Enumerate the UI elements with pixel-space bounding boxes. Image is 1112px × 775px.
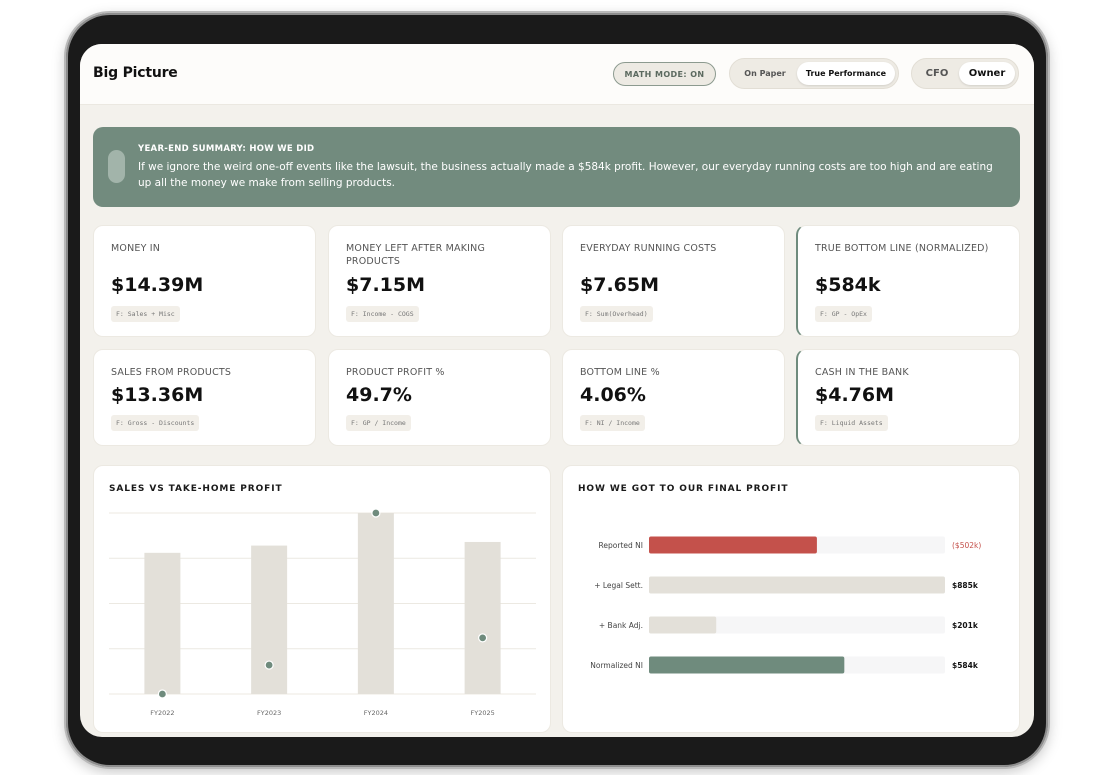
kpi-card-money-in[interactable]: MONEY IN $14.39M F: Sales + Misc	[93, 225, 316, 337]
kpi-formula: F: Income - COGS	[346, 306, 419, 322]
kpi-value: $14.39M	[111, 274, 204, 296]
profit-point	[371, 508, 381, 518]
kpi-formula: F: GP / Income	[346, 415, 411, 431]
panel-title: HOW WE GOT TO OUR FINAL PROFIT	[578, 484, 789, 494]
summary-banner: YEAR-END SUMMARY: HOW WE DID If we ignor…	[93, 127, 1020, 207]
bridge-bar	[649, 576, 945, 594]
banner-marker-icon	[108, 150, 125, 183]
kpi-formula: F: Gross - Discounts	[111, 415, 200, 431]
profit-bridge-chart: Reported NI ($502k) + Legal Sett. $885k + Ba…	[590, 536, 981, 674]
sales-bar	[464, 541, 501, 694]
profit-point	[264, 660, 274, 670]
summary-text: If we ignore the weird one-off events li…	[138, 161, 993, 189]
role-switch: CFO Owner	[911, 58, 1019, 89]
sales-bar	[144, 552, 181, 694]
kpi-label: PRODUCT PROFIT %	[346, 367, 445, 378]
kpi-card-bottom-line-pct[interactable]: BOTTOM LINE % 4.06% F: NI / Income	[562, 349, 785, 446]
role-option-cfo[interactable]: CFO	[925, 68, 949, 79]
kpi-value: $7.15M	[346, 274, 426, 296]
sales-profit-chart: FY2022 FY2023 FY2024 FY2025	[109, 508, 536, 717]
kpi-card-money-left[interactable]: MONEY LEFT AFTER MAKING PRODUCTS $7.15M …	[328, 225, 551, 337]
x-tick-label: FY2022	[150, 709, 174, 717]
sales-bar	[357, 513, 394, 694]
page-title: Big Picture	[93, 65, 178, 81]
profit-point	[478, 633, 488, 643]
bridge-value-label: ($502k)	[952, 541, 981, 550]
view-switch: On Paper True Performance	[729, 58, 899, 89]
bridge-category-label: + Bank Adj.	[599, 621, 643, 630]
kpi-label: MONEY IN	[111, 243, 161, 254]
top-bar: Big Picture MATH MODE: ON On Paper True …	[80, 44, 1034, 105]
bridge-track	[649, 616, 945, 634]
bridge-category-label: + Legal Sett.	[594, 581, 643, 590]
x-tick-label: FY2024	[364, 709, 388, 717]
app-screen: Big Picture MATH MODE: ON On Paper True …	[80, 44, 1034, 737]
view-option-on-paper[interactable]: On Paper	[744, 69, 786, 78]
kpi-value: $13.36M	[111, 384, 204, 406]
kpi-card-sales-from-products[interactable]: SALES FROM PRODUCTS $13.36M F: Gross - D…	[93, 349, 316, 446]
kpi-card-true-bottom-line[interactable]: TRUE BOTTOM LINE (NORMALIZED) $584k F: G…	[796, 225, 1020, 337]
kpi-label: SALES FROM PRODUCTS	[111, 367, 232, 378]
kpi-card-product-profit[interactable]: PRODUCT PROFIT % 49.7% F: GP / Income	[328, 349, 551, 446]
kpi-value: $4.76M	[815, 384, 895, 406]
kpi-formula: F: NI / Income	[580, 415, 645, 431]
bridge-bar	[649, 616, 717, 634]
kpi-value: 4.06%	[580, 384, 646, 406]
bridge-value-label: $885k	[952, 581, 979, 590]
role-option-owner[interactable]: Owner	[959, 62, 1015, 85]
kpi-label: TRUE BOTTOM LINE (NORMALIZED)	[815, 243, 989, 254]
bridge-bar	[649, 536, 817, 554]
kpi-formula: F: GP - OpEx	[815, 306, 872, 322]
profit-point	[157, 689, 167, 699]
profit-bridge-panel: HOW WE GOT TO OUR FINAL PROFIT Reported …	[562, 465, 1020, 733]
x-tick-label: FY2025	[470, 709, 494, 717]
bridge-value-label: $584k	[952, 661, 979, 670]
kpi-label: CASH IN THE BANK	[815, 367, 909, 378]
view-option-true-performance[interactable]: True Performance	[797, 62, 895, 85]
bridge-category-label: Normalized NI	[590, 661, 643, 670]
bridge-category-label: Reported NI	[599, 541, 643, 550]
kpi-formula: F: Liquid Assets	[815, 415, 888, 431]
sales-bar	[251, 545, 288, 694]
x-tick-label: FY2023	[257, 709, 281, 717]
kpi-formula: F: Sum(Overhead)	[580, 306, 653, 322]
kpi-formula: F: Sales + Misc	[111, 306, 180, 322]
summary-title: YEAR-END SUMMARY: HOW WE DID	[138, 144, 315, 154]
bridge-bar	[649, 656, 845, 674]
panel-title: SALES VS TAKE-HOME PROFIT	[109, 484, 283, 494]
kpi-value: 49.7%	[346, 384, 412, 406]
kpi-card-running-costs[interactable]: EVERYDAY RUNNING COSTS $7.65M F: Sum(Ove…	[562, 225, 785, 337]
math-mode-toggle[interactable]: MATH MODE: ON	[613, 62, 716, 86]
kpi-label: BOTTOM LINE %	[580, 367, 660, 378]
kpi-value: $584k	[815, 274, 881, 296]
kpi-label: MONEY LEFT AFTER MAKING PRODUCTS	[346, 243, 486, 267]
bridge-value-label: $201k	[952, 621, 979, 630]
kpi-card-cash-in-bank[interactable]: CASH IN THE BANK $4.76M F: Liquid Assets	[796, 349, 1020, 446]
sales-profit-panel: SALES VS TAKE-HOME PROFIT FY2022 FY2023 FY…	[93, 465, 551, 733]
kpi-label: EVERYDAY RUNNING COSTS	[580, 243, 717, 254]
kpi-value: $7.65M	[580, 274, 660, 296]
